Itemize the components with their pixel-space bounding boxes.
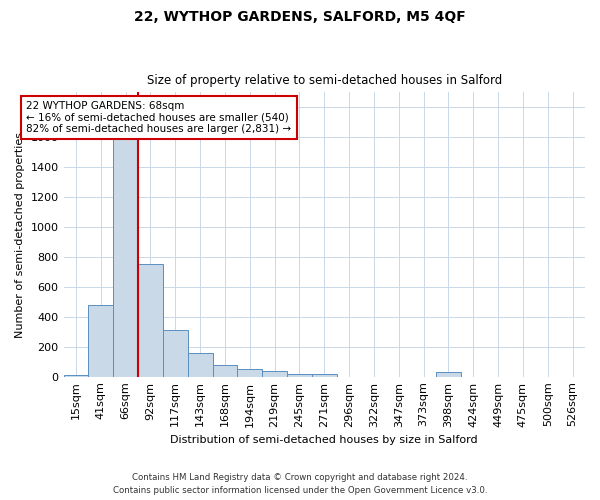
Bar — [138, 264, 163, 376]
Bar — [287, 374, 312, 376]
Title: Size of property relative to semi-detached houses in Salford: Size of property relative to semi-detach… — [146, 74, 502, 87]
Bar — [88, 305, 113, 376]
Bar — [262, 372, 287, 376]
Bar — [238, 369, 262, 376]
Text: 22 WYTHOP GARDENS: 68sqm
← 16% of semi-detached houses are smaller (540)
82% of : 22 WYTHOP GARDENS: 68sqm ← 16% of semi-d… — [26, 101, 292, 134]
X-axis label: Distribution of semi-detached houses by size in Salford: Distribution of semi-detached houses by … — [170, 435, 478, 445]
Bar — [163, 330, 188, 376]
Bar — [436, 372, 461, 376]
Bar — [188, 354, 212, 376]
Bar — [312, 374, 337, 376]
Y-axis label: Number of semi-detached properties: Number of semi-detached properties — [15, 132, 25, 338]
Bar — [212, 366, 238, 376]
Text: Contains HM Land Registry data © Crown copyright and database right 2024.
Contai: Contains HM Land Registry data © Crown c… — [113, 474, 487, 495]
Bar — [113, 104, 138, 376]
Text: 22, WYTHOP GARDENS, SALFORD, M5 4QF: 22, WYTHOP GARDENS, SALFORD, M5 4QF — [134, 10, 466, 24]
Bar — [64, 375, 88, 376]
